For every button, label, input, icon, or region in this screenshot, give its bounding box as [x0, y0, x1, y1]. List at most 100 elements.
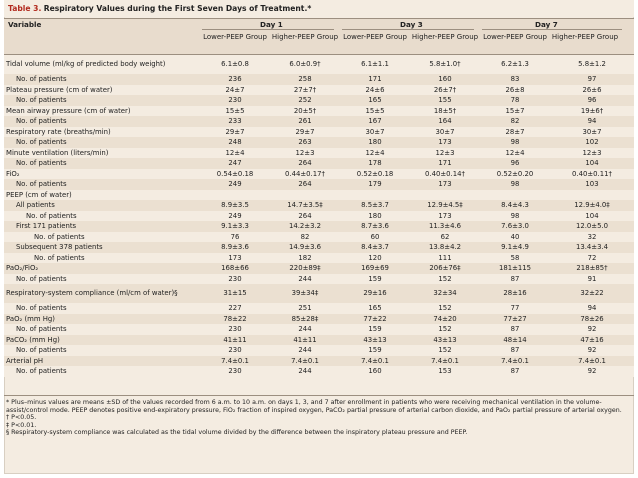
- value-cell: 97: [550, 74, 634, 85]
- value-cell: 24±7: [200, 84, 270, 95]
- day-7-rule: [482, 29, 622, 30]
- table-row: No. of patients 236 258 171 160 83 97: [4, 74, 634, 85]
- value-cell: 26±6: [550, 84, 634, 95]
- value-cell: 102: [550, 137, 634, 148]
- table-body: Tidal volume (ml/kg of predicted body we…: [4, 55, 634, 377]
- value-cell: 9.1±3.3: [200, 221, 270, 232]
- value-cell: 173: [200, 252, 270, 263]
- row-label: No. of patients: [4, 137, 200, 148]
- value-cell: 233: [200, 116, 270, 127]
- value-cell: 15±5: [200, 105, 270, 116]
- value-cell: 7.4±0.1: [200, 355, 270, 366]
- value-cell: 249: [200, 179, 270, 190]
- row-label: No. of patients: [4, 231, 200, 242]
- row-label: No. of patients: [4, 95, 200, 106]
- value-cell: 87: [480, 345, 550, 356]
- table-row: No. of patients 248 263 180 173 98 102: [4, 137, 634, 148]
- value-cell: 7.4±0.1: [410, 355, 480, 366]
- value-cell: 77±27: [480, 313, 550, 324]
- value-cell: 12±3: [550, 147, 634, 158]
- value-cell: 247: [200, 158, 270, 169]
- value-cell: 32±34: [410, 284, 480, 303]
- value-cell: [200, 189, 270, 200]
- table-row: No. of patients 230 244 159 152 87 91: [4, 273, 634, 284]
- value-cell: 251: [270, 303, 340, 314]
- value-cell: 8.4±3.7: [340, 242, 410, 253]
- value-cell: 103: [550, 179, 634, 190]
- value-cell: 0.52±0.20: [480, 168, 550, 179]
- value-cell: 74±20: [410, 313, 480, 324]
- table-row: No. of patients 249 264 180 173 98 104: [4, 210, 634, 221]
- table-caption: Respiratory Values during the First Seve…: [43, 4, 312, 13]
- value-cell: 82: [270, 231, 340, 242]
- table-row: FiO₂ 0.54±0.18 0.44±0.17† 0.52±0.18 0.40±0.1…: [4, 168, 634, 179]
- value-cell: 152: [410, 303, 480, 314]
- footnote: * Plus–minus values are means ±SD of the…: [6, 399, 622, 414]
- value-cell: 8.9±3.6: [200, 242, 270, 253]
- value-cell: 244: [270, 273, 340, 284]
- value-cell: 18±5†: [410, 105, 480, 116]
- value-cell: 19±6†: [550, 105, 634, 116]
- value-cell: 7.6±3.0: [480, 221, 550, 232]
- value-cell: 168±66: [200, 263, 270, 274]
- value-cell: 180: [340, 210, 410, 221]
- value-cell: 181±115: [480, 263, 550, 274]
- value-cell: 96: [550, 95, 634, 106]
- group-header: Higher-PEEP Group: [271, 33, 339, 41]
- footnote: § Respiratory-system compliance was calc…: [6, 429, 468, 437]
- table-row: No. of patients 230 252 165 155 78 96: [4, 95, 634, 106]
- value-cell: 76: [200, 231, 270, 242]
- value-cell: 206±76‡: [410, 263, 480, 274]
- value-cell: 30±7: [340, 126, 410, 137]
- value-cell: 72: [550, 252, 634, 263]
- value-cell: 152: [410, 273, 480, 284]
- value-cell: 15±7: [480, 105, 550, 116]
- value-cell: 244: [270, 366, 340, 377]
- value-cell: 230: [200, 345, 270, 356]
- value-cell: 62: [410, 231, 480, 242]
- group-header: Lower-PEEP Group: [203, 33, 267, 41]
- value-cell: 43±13: [340, 334, 410, 345]
- value-cell: 27±7†: [270, 84, 340, 95]
- row-label: PaCO₂ (mm Hg): [4, 334, 200, 345]
- table-row: No. of patients 249 264 179 173 98 103: [4, 179, 634, 190]
- value-cell: 5.8±1.0†: [410, 55, 480, 74]
- table-row: No. of patients 76 82 60 62 40 32: [4, 231, 634, 242]
- value-cell: 78±26: [550, 313, 634, 324]
- value-cell: 43±13: [410, 334, 480, 345]
- value-cell: 160: [340, 366, 410, 377]
- row-label: No. of patients: [4, 74, 200, 85]
- value-cell: 218±85†: [550, 263, 634, 274]
- value-cell: 104: [550, 158, 634, 169]
- value-cell: 165: [340, 95, 410, 106]
- value-cell: 83: [480, 74, 550, 85]
- row-label: No. of patients: [4, 179, 200, 190]
- value-cell: 26±7†: [410, 84, 480, 95]
- table-row: PaO₂/FiO₂ 168±66 220±89‡ 169±69 206±76‡ 181±1…: [4, 263, 634, 274]
- row-label: PEEP (cm of water): [4, 189, 200, 200]
- row-label: No. of patients: [4, 116, 200, 127]
- table-row: No. of patients 173 182 120 111 58 72: [4, 252, 634, 263]
- table-row: No. of patients 230 244 160 153 87 92: [4, 366, 634, 377]
- value-cell: 171: [340, 74, 410, 85]
- row-label: No. of patients: [4, 366, 200, 377]
- value-cell: 220±89‡: [270, 263, 340, 274]
- value-cell: 248: [200, 137, 270, 148]
- table-row: PaO₂ (mm Hg) 78±22 85±28‡ 77±22 74±20 77±27 78…: [4, 313, 634, 324]
- value-cell: 180: [340, 137, 410, 148]
- table-row: PaCO₂ (mm Hg) 41±11 41±11 43±13 43±13 48±14 47…: [4, 334, 634, 345]
- value-cell: 0.54±0.18: [200, 168, 270, 179]
- value-cell: 264: [270, 158, 340, 169]
- row-label: Minute ventilation (liters/min): [4, 147, 200, 158]
- value-cell: 8.5±3.7: [340, 200, 410, 211]
- row-label: No. of patients: [4, 303, 200, 314]
- value-cell: 14.7±3.5‡: [270, 200, 340, 211]
- value-cell: 0.40±0.14†: [410, 168, 480, 179]
- value-cell: 160: [410, 74, 480, 85]
- value-cell: 159: [340, 324, 410, 335]
- table-row: Minute ventilation (liters/min) 12±4 12±3 1…: [4, 147, 634, 158]
- row-label: Arterial pH: [4, 355, 200, 366]
- row-label: Mean airway pressure (cm of water): [4, 105, 200, 116]
- value-cell: 263: [270, 137, 340, 148]
- value-cell: 14.9±3.6: [270, 242, 340, 253]
